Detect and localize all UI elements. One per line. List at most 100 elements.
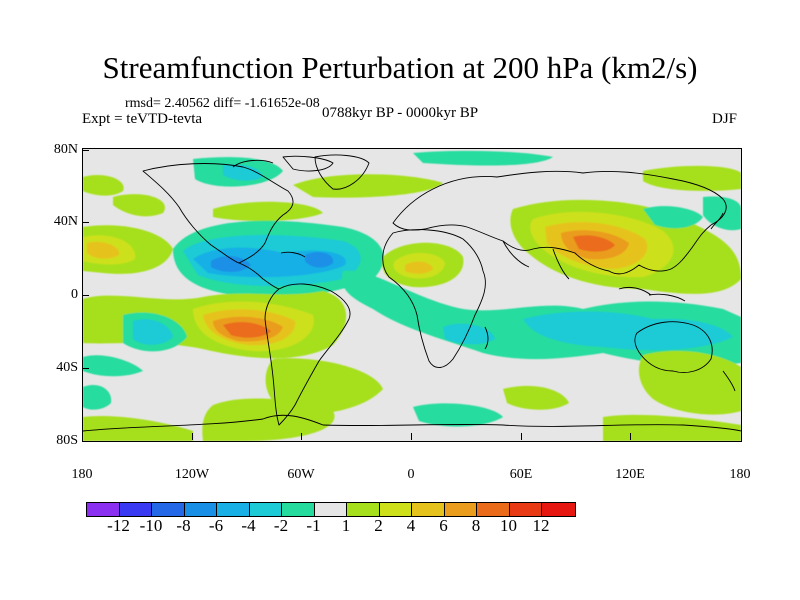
axis-tick <box>82 150 89 151</box>
period-label: 0788kyr BP - 0000kyr BP <box>322 105 479 121</box>
colorbar-swatch <box>87 503 120 516</box>
coastline <box>552 248 570 280</box>
coastline <box>722 370 736 392</box>
colorbar-swatch <box>152 503 185 516</box>
axis-tick <box>82 368 89 369</box>
anomaly-region <box>293 174 443 198</box>
colorbar-swatch <box>477 503 510 516</box>
anomaly-region <box>503 385 569 410</box>
axis-tick <box>82 441 89 442</box>
anomaly-region <box>87 241 120 259</box>
colorbar-label: 10 <box>500 516 517 535</box>
map-field <box>83 150 741 441</box>
anomaly-region <box>643 165 741 191</box>
coastline <box>83 414 741 432</box>
anomaly-region <box>202 398 335 441</box>
colorbar-swatch <box>347 503 380 516</box>
lon-label: 180 <box>729 467 751 482</box>
anomaly-region <box>223 164 263 181</box>
map-panel <box>82 148 742 442</box>
colorbar-swatch <box>217 503 250 516</box>
coastline <box>392 170 727 275</box>
anomaly-region <box>413 150 553 166</box>
lat-label: 80N <box>53 142 78 157</box>
axis-tick <box>82 222 89 223</box>
colorbar-swatch <box>282 503 315 516</box>
anomaly-region <box>211 256 251 272</box>
coastline <box>314 154 370 190</box>
coastline <box>232 159 274 168</box>
colorbar-label: 12 <box>532 516 550 535</box>
axis-tick <box>521 433 522 440</box>
lat-label: 40S <box>56 360 78 375</box>
lat-label: 0 <box>71 287 78 302</box>
colorbar-swatch <box>184 503 217 516</box>
colorbar-swatch <box>379 503 412 516</box>
colorbar-swatch <box>412 503 445 516</box>
coastline <box>502 240 530 268</box>
lon-label: 0 <box>407 467 415 482</box>
coastline <box>238 262 280 290</box>
colorbar-label: 8 <box>471 516 481 535</box>
axis-tick <box>630 433 631 440</box>
colorbar-label: -8 <box>176 516 191 535</box>
coastline <box>710 212 724 230</box>
colorbar-label: 1 <box>341 516 351 535</box>
anomaly-region <box>523 311 733 351</box>
anomaly-region <box>638 350 741 415</box>
colorbar-label: 4 <box>406 516 416 535</box>
axis-tick <box>301 433 302 440</box>
coastline <box>280 251 306 258</box>
chart-title: Streamfunction Perturbation at 200 hPa (… <box>102 50 698 85</box>
anomaly-region <box>413 403 503 427</box>
stats-text: rmsd= 2.40562 diff= -1.61652e-08 <box>125 96 320 111</box>
season-label: DJF <box>712 111 738 127</box>
colorbar-swatch <box>119 503 152 516</box>
anomaly-region <box>643 206 703 229</box>
colorbar-label: -1 <box>306 516 321 535</box>
coastline <box>282 155 334 172</box>
colorbar-swatch <box>542 503 575 516</box>
colorbar-label: -6 <box>208 516 224 535</box>
axis-tick <box>192 433 193 440</box>
anomaly-region <box>213 201 323 222</box>
anomaly-region <box>113 194 165 217</box>
anomaly-region <box>83 415 193 441</box>
lat-label: 40N <box>53 214 78 229</box>
anomaly-region <box>83 384 112 410</box>
coastline <box>264 283 351 426</box>
colorbar-swatch <box>249 503 282 516</box>
anomaly-region <box>133 319 173 345</box>
colorbar-label: -12 <box>107 516 130 535</box>
anomaly-region <box>603 414 741 441</box>
anomaly-region <box>223 322 271 338</box>
anomaly-region <box>703 196 741 231</box>
anomaly-region <box>573 235 615 252</box>
anomaly-region <box>305 252 334 268</box>
coastline <box>634 321 713 373</box>
lon-label: 60W <box>287 467 315 482</box>
coastline <box>484 326 489 350</box>
axis-tick <box>411 433 412 440</box>
anomaly-region <box>83 355 143 377</box>
anomaly-region <box>265 358 383 415</box>
colorbar-label: -2 <box>273 516 289 535</box>
coastline <box>618 286 652 296</box>
lat-label: 80S <box>56 433 78 448</box>
colorbar-swatch <box>314 503 347 516</box>
lon-label: 180 <box>71 467 93 482</box>
lon-label: 120W <box>174 467 210 482</box>
anomaly-region <box>83 174 124 196</box>
anomaly-region <box>443 323 495 345</box>
colorbar <box>86 502 576 517</box>
coastline <box>382 229 486 368</box>
coastline <box>648 293 686 302</box>
colorbar-label: 2 <box>374 516 383 535</box>
colorbar-label: 6 <box>439 516 448 535</box>
lon-label: 60E <box>509 467 533 482</box>
colorbar-label: -10 <box>139 516 163 535</box>
colorbar-swatch <box>509 503 542 516</box>
experiment-label: Expt = teVTD-tevta <box>82 111 203 127</box>
axis-tick <box>82 295 89 296</box>
colorbar-swatch <box>444 503 477 516</box>
